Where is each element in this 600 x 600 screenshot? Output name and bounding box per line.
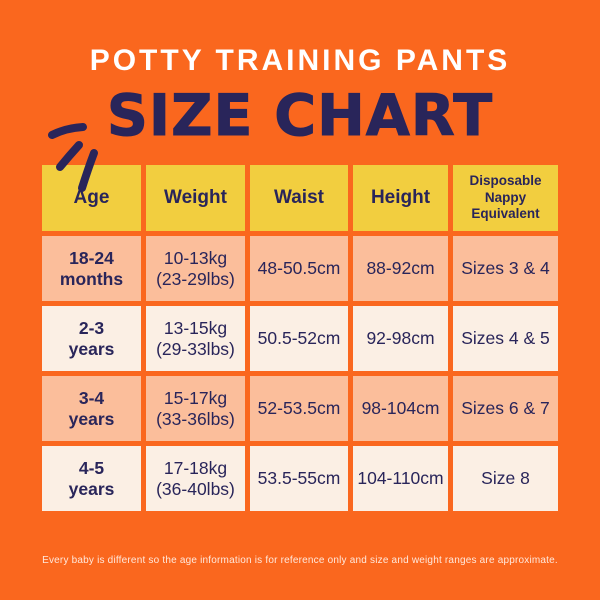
cell-weight: 13-15kg (29-33lbs) xyxy=(146,306,245,371)
cell-age: 18-24 months xyxy=(42,236,141,301)
table-row: 18-24 months 10-13kg (23-29lbs) 48-50.5c… xyxy=(42,236,558,301)
table-header-row: Age Weight Waist Height Disposable Nappy… xyxy=(42,165,558,231)
cell-weight: 17-18kg (36-40lbs) xyxy=(146,446,245,511)
cell-height: 92-98cm xyxy=(353,306,448,371)
size-table: Age Weight Waist Height Disposable Nappy… xyxy=(37,160,563,516)
table-row: 4-5 years 17-18kg (36-40lbs) 53.5-55cm 1… xyxy=(42,446,558,511)
column-header-waist: Waist xyxy=(250,165,348,231)
table-row: 2-3 years 13-15kg (29-33lbs) 50.5-52cm 9… xyxy=(42,306,558,371)
cell-age: 2-3 years xyxy=(42,306,141,371)
column-header-nappy: Disposable Nappy Equivalent xyxy=(453,165,558,231)
cell-nappy: Sizes 6 & 7 xyxy=(453,376,558,441)
cell-nappy: Sizes 4 & 5 xyxy=(453,306,558,371)
column-header-age: Age xyxy=(42,165,141,231)
disclaimer-note: Every baby is different so the age infor… xyxy=(42,555,558,566)
column-header-weight: Weight xyxy=(146,165,245,231)
cell-waist: 50.5-52cm xyxy=(250,306,348,371)
cell-nappy: Sizes 3 & 4 xyxy=(453,236,558,301)
table-row: 3-4 years 15-17kg (33-36lbs) 52-53.5cm 9… xyxy=(42,376,558,441)
column-header-height: Height xyxy=(353,165,448,231)
cell-waist: 48-50.5cm xyxy=(250,236,348,301)
page-subtitle: POTTY TRAINING PANTS xyxy=(89,44,511,77)
cell-age: 3-4 years xyxy=(42,376,141,441)
cell-waist: 53.5-55cm xyxy=(250,446,348,511)
cell-age: 4-5 years xyxy=(42,446,141,511)
cell-height: 88-92cm xyxy=(353,236,448,301)
cell-height: 98-104cm xyxy=(353,376,448,441)
cell-nappy: Size 8 xyxy=(453,446,558,511)
cell-weight: 15-17kg (33-36lbs) xyxy=(146,376,245,441)
page-title: SIZE CHART xyxy=(106,83,494,149)
cell-height: 104-110cm xyxy=(353,446,448,511)
cell-waist: 52-53.5cm xyxy=(250,376,348,441)
emphasis-dashes-icon xyxy=(48,123,98,192)
cell-weight: 10-13kg (23-29lbs) xyxy=(146,236,245,301)
